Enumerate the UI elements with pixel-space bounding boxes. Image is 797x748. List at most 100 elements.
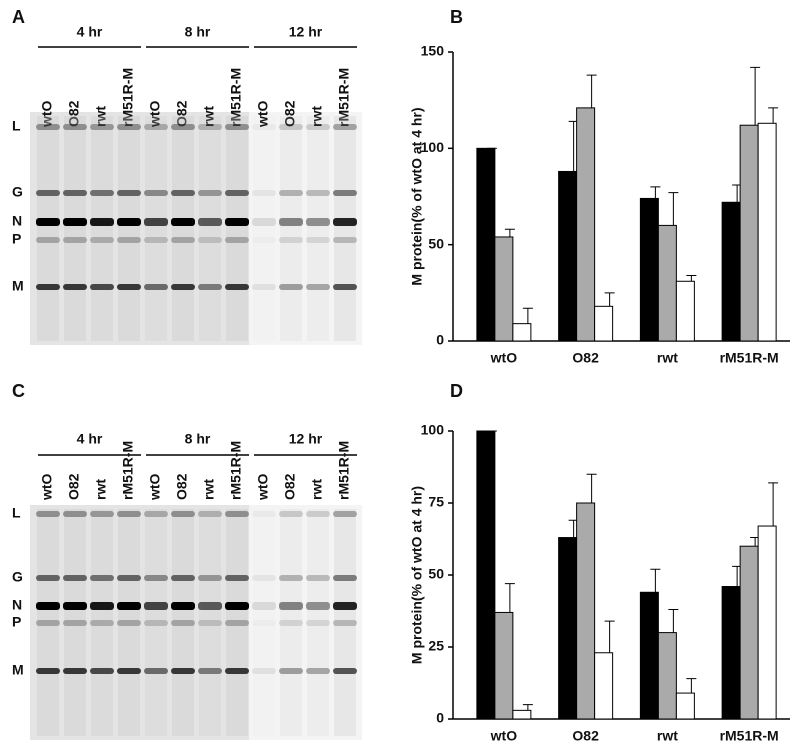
gel-band [252, 218, 276, 226]
y-tick-label: 50 [428, 566, 444, 582]
lane-label: rM51R-M [336, 68, 352, 127]
bar [494, 611, 514, 720]
gel-band [36, 602, 60, 610]
gel-band [90, 237, 114, 243]
gel-band [252, 124, 276, 130]
gel-band [306, 575, 330, 581]
gel-band [63, 620, 87, 626]
gel-band [144, 575, 168, 581]
gel-band [198, 575, 222, 581]
lane-label: rwt [93, 479, 109, 500]
lane [334, 116, 356, 341]
gel-band [252, 602, 276, 610]
gel-band [90, 668, 114, 674]
gel-band [279, 124, 303, 130]
error-bar [504, 228, 515, 237]
gel-band [279, 668, 303, 674]
time-point-label: 12 hr [289, 24, 323, 40]
gel-band [279, 237, 303, 243]
lane [199, 116, 221, 341]
lane [64, 509, 86, 736]
gel-band [117, 668, 141, 674]
lane [334, 509, 356, 736]
gel-band [90, 602, 114, 610]
gel-band [171, 218, 195, 226]
gel-band [333, 190, 357, 196]
lane [172, 116, 194, 341]
x-tick-label: rwt [657, 728, 678, 744]
lane [91, 116, 113, 341]
y-axis-label: M protein(% of wtO at 4 hr) [409, 107, 425, 285]
gel-band [225, 602, 249, 610]
gel-band [333, 668, 357, 674]
gel-band [306, 284, 330, 290]
error-bar [686, 678, 697, 694]
x-tick-label: wtO [490, 350, 518, 366]
gel-band [144, 190, 168, 196]
lane-label: rwt [309, 106, 325, 127]
error-bar [668, 609, 679, 633]
bar [476, 147, 496, 342]
y-tick-label: 0 [436, 332, 444, 348]
gel-band [306, 620, 330, 626]
y-axis-label: M protein(% of wtO at 4 hr) [409, 486, 425, 664]
gel-band [117, 620, 141, 626]
lane-label: O82 [282, 473, 298, 500]
gel-band [333, 124, 357, 130]
gel-band [63, 218, 87, 226]
panel-label: B [450, 7, 463, 27]
gel-band [117, 602, 141, 610]
lane [118, 509, 140, 736]
bar [639, 197, 659, 342]
lane-label: wtO [255, 473, 271, 501]
x-tick-label: wtO [490, 728, 518, 744]
gel-band [225, 124, 249, 130]
gel-band [171, 124, 195, 130]
gel-band [144, 284, 168, 290]
gel-band [171, 284, 195, 290]
bar [739, 545, 759, 720]
bar [512, 323, 532, 342]
lane-label: O82 [66, 100, 82, 127]
gel-band [144, 620, 168, 626]
panel-label: C [12, 381, 25, 401]
lane-label: rwt [93, 106, 109, 127]
time-point-label: 12 hr [289, 431, 323, 447]
lane-label: rM51R-M [228, 441, 244, 500]
gel-band [225, 190, 249, 196]
lane [307, 116, 329, 341]
gel-band [333, 602, 357, 610]
gel-band [63, 237, 87, 243]
error-bar [504, 583, 515, 613]
band-label: G [12, 569, 23, 585]
gel-band [90, 284, 114, 290]
gel-band [117, 218, 141, 226]
bar [494, 236, 514, 342]
y-tick-label: 50 [428, 235, 444, 251]
gel-band [198, 620, 222, 626]
bar [576, 502, 596, 720]
lane [280, 509, 302, 736]
lane [145, 116, 167, 341]
gel-band [225, 284, 249, 290]
gel-band [198, 284, 222, 290]
gel-band [117, 575, 141, 581]
bar [739, 124, 759, 342]
gel-band [63, 511, 87, 517]
gel-band [279, 218, 303, 226]
y-tick-label: 100 [421, 422, 445, 438]
gel-band [63, 284, 87, 290]
gel-band [36, 124, 60, 130]
panel-label: A [12, 7, 25, 27]
lane [118, 116, 140, 341]
gel-band [333, 575, 357, 581]
gel-band [252, 620, 276, 626]
error-bar [750, 66, 761, 126]
gel-band [90, 575, 114, 581]
gel-band [36, 575, 60, 581]
gel-band [279, 602, 303, 610]
gel-band [171, 237, 195, 243]
lane [64, 116, 86, 341]
bar [558, 170, 578, 342]
gel-band [36, 620, 60, 626]
